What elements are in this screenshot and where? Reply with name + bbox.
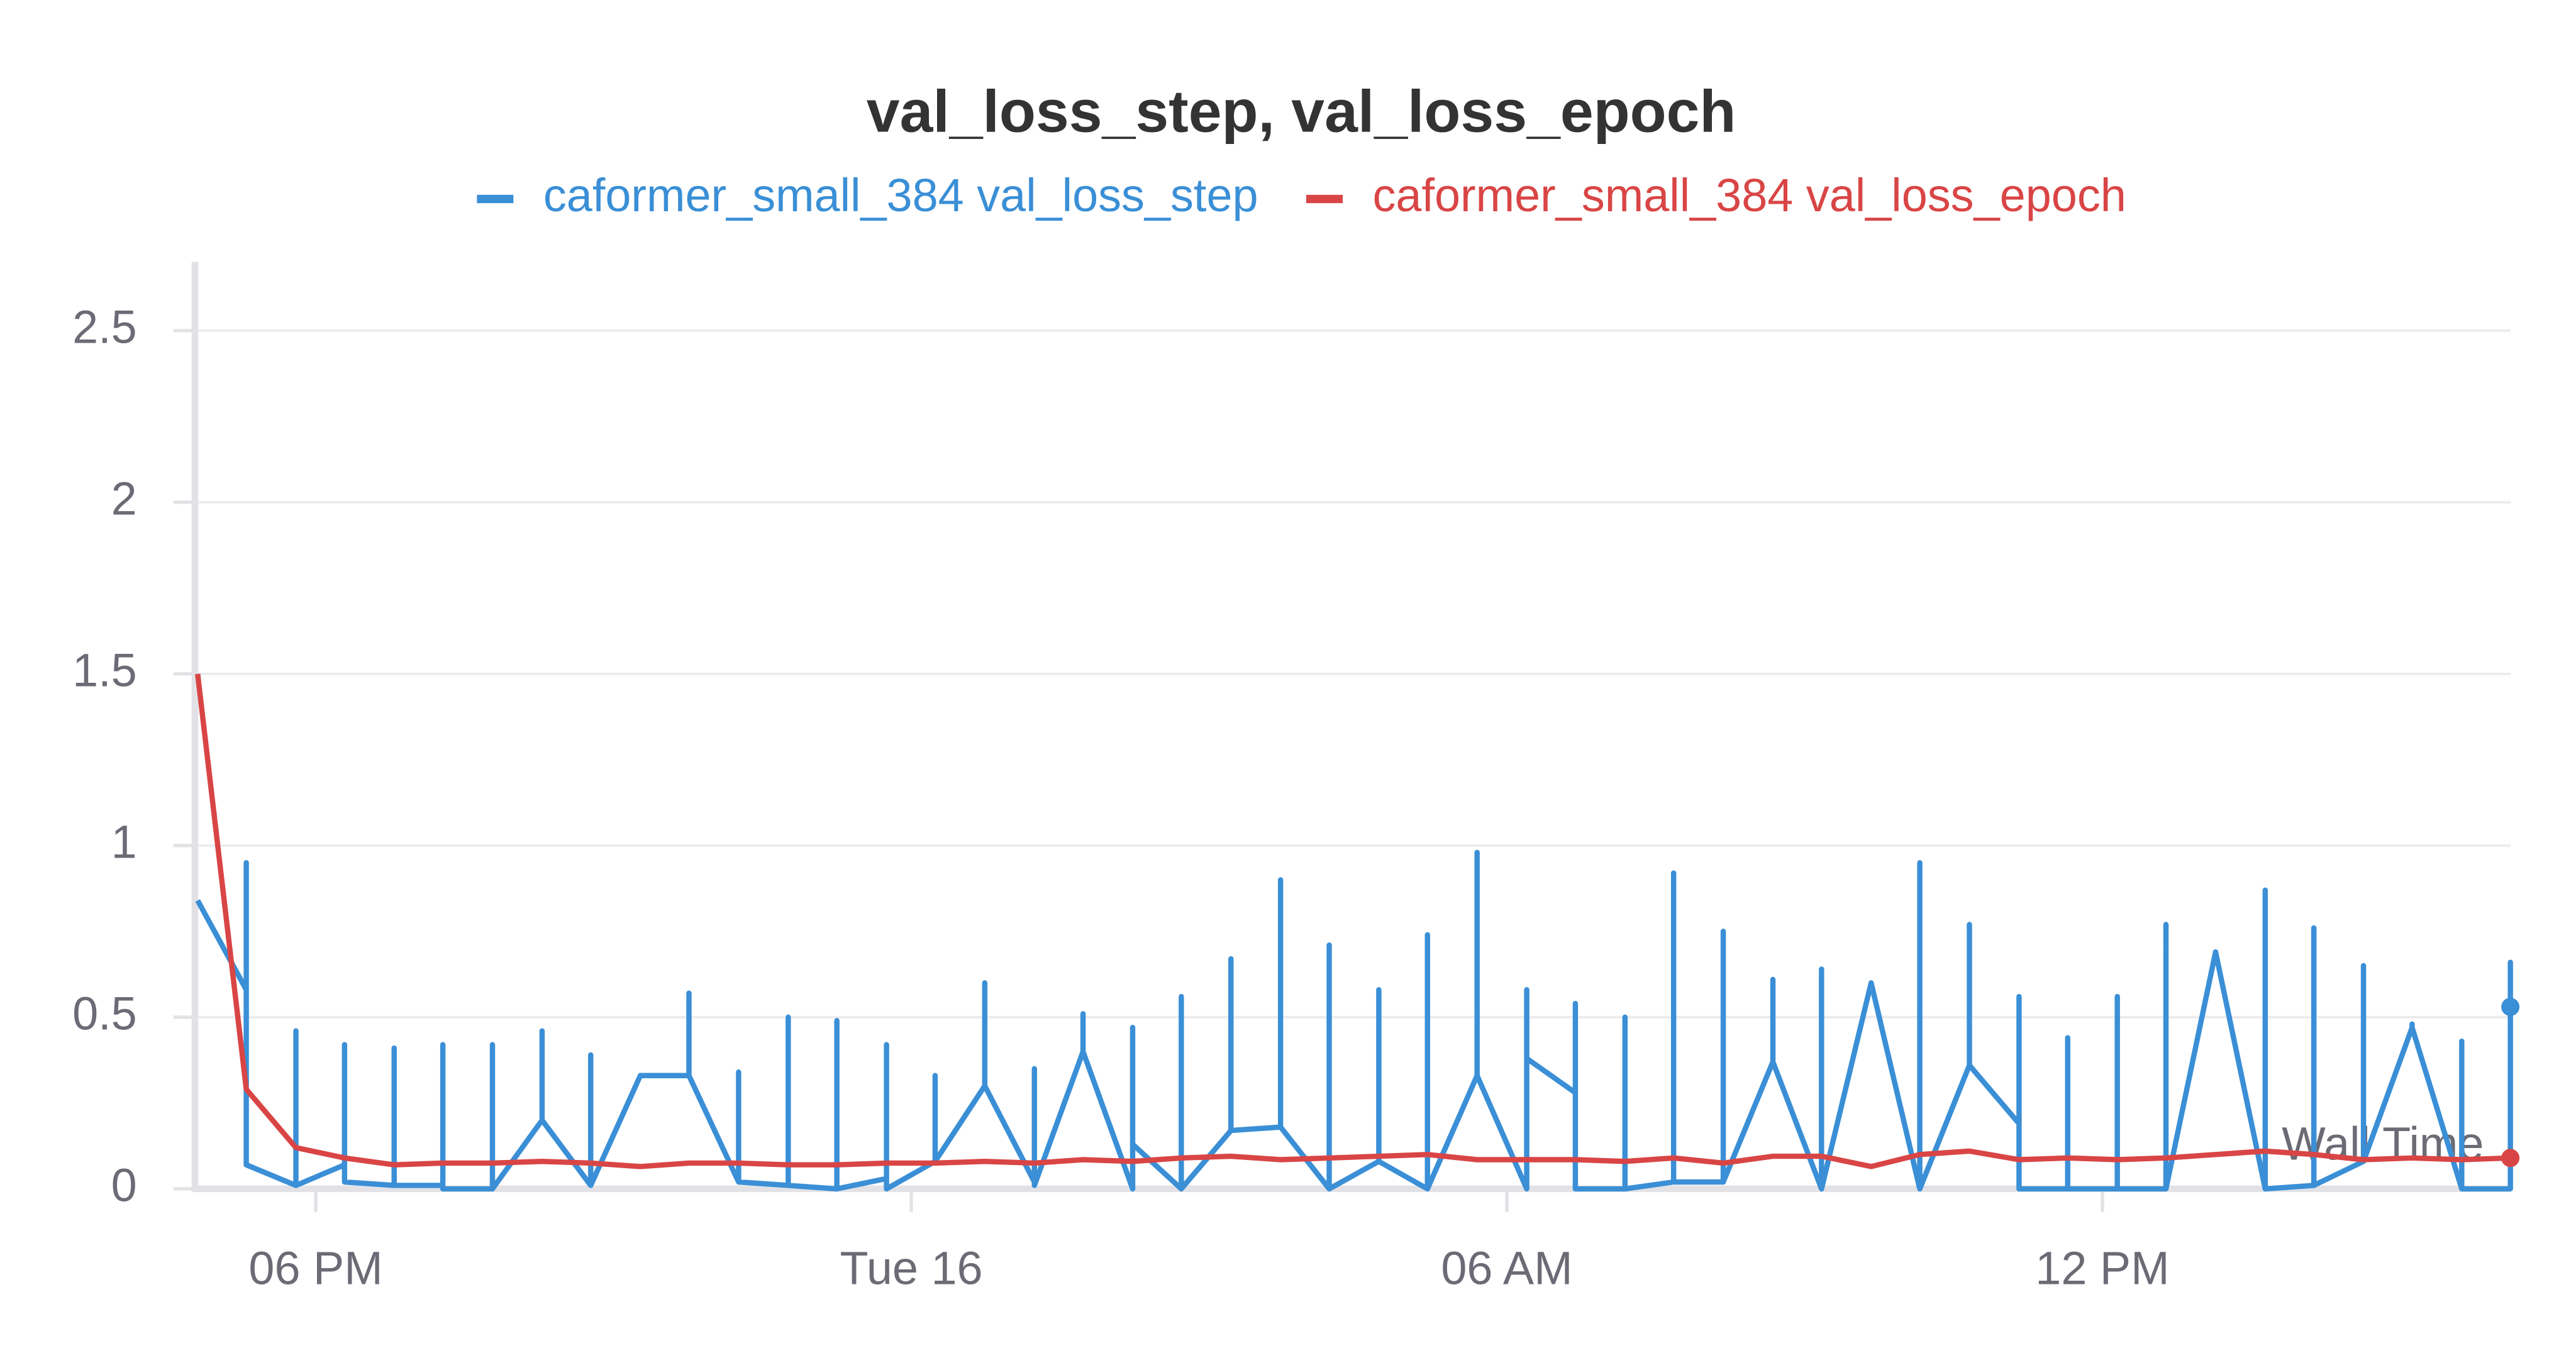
legend-label: caformer_small_384 val_loss_step: [543, 169, 1258, 221]
y-tick-label: 0: [111, 1159, 137, 1211]
series-line: [195, 849, 2513, 1192]
legend: caformer_small_384 val_loss_step caformer…: [477, 169, 2126, 221]
end-point: [2501, 1149, 2520, 1168]
legend-label: caformer_small_384 val_loss_epoch: [1373, 169, 2126, 221]
x-tick-label: 06 PM: [248, 1242, 382, 1294]
x-tick-label: 06 AM: [1441, 1242, 1572, 1294]
series-line: [195, 673, 2511, 1169]
x-tick-label: 12 PM: [2035, 1242, 2169, 1294]
y-tick-label: 2.5: [72, 301, 137, 353]
end-point: [2501, 998, 2520, 1017]
y-tick-label: 1.5: [72, 644, 137, 696]
y-tick-label: 1: [111, 815, 137, 868]
x-tick-label: Tue 16: [840, 1242, 982, 1294]
y-tick-label: 2: [111, 472, 137, 524]
chart-title: val_loss_step, val_loss_epoch: [867, 79, 1736, 145]
y-tick-label: 0.5: [72, 987, 137, 1039]
